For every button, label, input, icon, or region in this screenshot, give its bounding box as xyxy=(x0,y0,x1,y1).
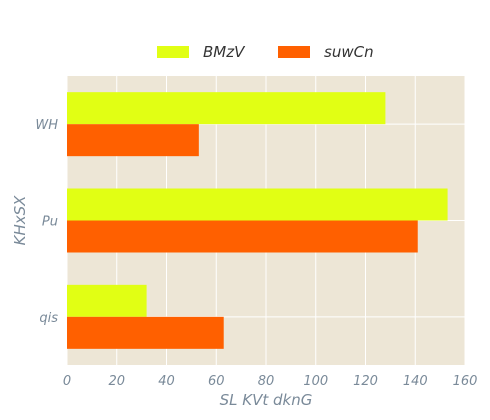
x-tick-label: 40 xyxy=(158,374,175,389)
bar-suwcn-qis xyxy=(67,316,224,349)
legend-label-bmzv: BMzV xyxy=(203,43,246,61)
x-tick-label: 80 xyxy=(258,374,275,389)
bar-bmzv-qis xyxy=(67,284,147,317)
bar-suwcn-wh xyxy=(67,124,199,157)
bar-suwcn-pu xyxy=(67,220,418,253)
x-tick-label: 100 xyxy=(303,374,328,389)
x-tick-label: 160 xyxy=(453,374,478,389)
y-tick-label: Pu xyxy=(42,215,58,230)
y-tick-labels: WH Pu qis xyxy=(35,118,58,326)
x-tick-label: 20 xyxy=(108,374,125,389)
x-tick-label: 0 xyxy=(63,374,71,389)
x-tick-label: 120 xyxy=(353,374,378,389)
bar-bmzv-pu xyxy=(67,188,448,221)
bar-bmzv-wh xyxy=(67,92,386,125)
x-axis-label: SL KVt dknG xyxy=(220,391,313,409)
legend-swatch-suwcn xyxy=(278,46,310,58)
y-tick-label: WH xyxy=(35,118,58,133)
bars xyxy=(67,92,448,349)
x-tick-label: 140 xyxy=(403,374,428,389)
legend: BMzV suwCn xyxy=(157,43,374,61)
y-tick-label: qis xyxy=(39,311,58,326)
legend-swatch-bmzv xyxy=(157,46,189,58)
x-tick-label: 60 xyxy=(208,374,225,389)
x-tick-labels: 0 20 40 60 80 100 120 140 160 xyxy=(63,374,478,389)
legend-label-suwcn: suwCn xyxy=(324,43,374,61)
y-axis-label: KHxSX xyxy=(11,195,29,246)
